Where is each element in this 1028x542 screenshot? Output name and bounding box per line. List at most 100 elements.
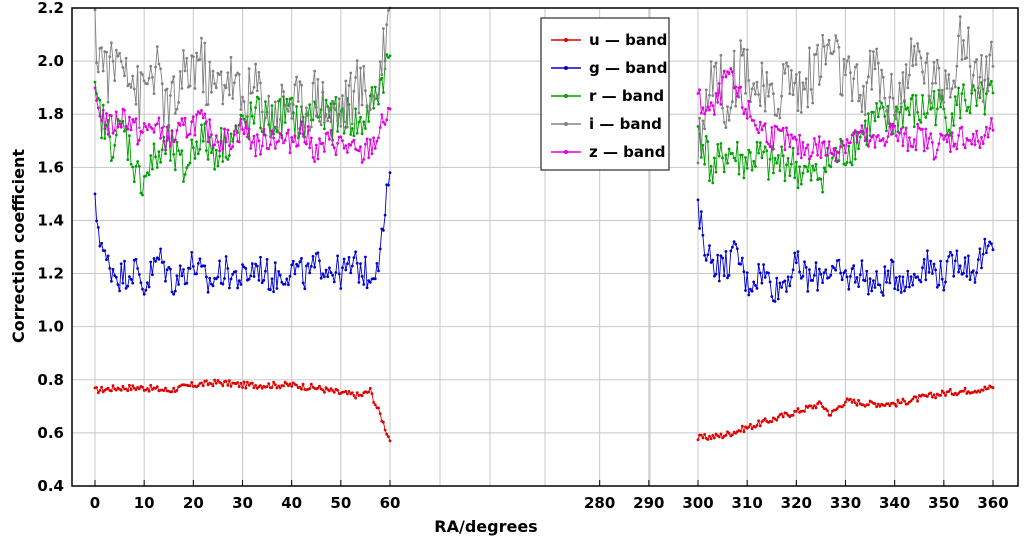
data-point — [328, 106, 331, 110]
data-point — [365, 137, 369, 141]
data-point — [745, 167, 749, 170]
data-point — [860, 124, 864, 127]
data-point — [903, 289, 906, 293]
data-point — [794, 261, 798, 265]
data-point — [953, 85, 957, 89]
legend-marker — [564, 66, 568, 70]
data-point — [141, 385, 144, 389]
data-point — [755, 424, 759, 427]
data-point — [757, 151, 760, 155]
data-point — [134, 165, 138, 168]
data-point — [814, 52, 818, 56]
data-point — [734, 104, 738, 108]
data-point — [696, 198, 700, 202]
data-point — [757, 263, 760, 266]
data-point — [267, 94, 271, 98]
data-point — [342, 131, 346, 135]
data-point — [865, 127, 869, 131]
data-point — [287, 109, 290, 113]
data-point — [837, 151, 841, 155]
data-point — [867, 112, 870, 115]
data-point — [957, 34, 960, 38]
data-point — [896, 398, 900, 402]
data-point — [162, 260, 166, 264]
data-point — [298, 131, 302, 135]
data-point — [349, 71, 353, 75]
data-point — [159, 67, 163, 71]
data-point — [714, 61, 718, 65]
data-point — [745, 48, 749, 52]
data-point — [336, 119, 339, 122]
data-point — [888, 281, 892, 285]
data-point — [973, 281, 977, 284]
data-point — [734, 85, 738, 89]
data-point — [778, 281, 782, 285]
data-point — [714, 92, 718, 95]
data-point — [188, 267, 192, 270]
data-point — [387, 435, 390, 438]
data-point — [272, 136, 275, 140]
data-point — [942, 100, 946, 104]
data-point — [178, 70, 182, 73]
data-point — [922, 112, 926, 116]
data-point — [894, 276, 898, 280]
data-point — [205, 149, 208, 152]
data-point — [187, 163, 190, 167]
data-point — [105, 112, 108, 115]
data-point — [106, 100, 110, 104]
data-point — [742, 112, 746, 116]
data-point — [932, 262, 936, 266]
data-point — [155, 385, 159, 388]
data-point — [947, 133, 951, 137]
data-point — [909, 399, 913, 403]
data-point — [985, 55, 988, 58]
data-point — [898, 275, 901, 278]
data-point — [205, 379, 208, 383]
data-point — [931, 395, 934, 399]
data-point — [273, 100, 277, 104]
data-point — [126, 284, 130, 288]
data-point — [373, 147, 377, 150]
data-point — [195, 272, 199, 276]
data-point — [790, 69, 793, 72]
data-point — [239, 117, 243, 121]
data-point — [114, 275, 118, 279]
data-point — [912, 272, 916, 276]
data-point — [973, 143, 977, 147]
data-point — [893, 287, 897, 290]
data-point — [152, 92, 156, 95]
data-point — [246, 380, 249, 384]
data-point — [840, 93, 844, 97]
data-point — [127, 82, 131, 86]
data-point — [945, 87, 949, 90]
data-point — [139, 191, 143, 195]
data-point — [706, 140, 710, 144]
data-point — [364, 255, 367, 259]
data-point — [334, 153, 338, 157]
data-point — [935, 107, 939, 111]
legend-item: r — band — [551, 87, 664, 105]
data-point — [272, 127, 275, 131]
legend-label: r — band — [589, 87, 664, 105]
data-point — [357, 111, 361, 115]
data-point — [793, 81, 797, 85]
data-point — [796, 250, 800, 254]
data-point — [870, 289, 874, 293]
data-point — [845, 161, 849, 164]
data-point — [383, 428, 387, 432]
data-point — [888, 122, 892, 125]
data-point — [283, 121, 287, 124]
data-point — [832, 50, 836, 53]
data-point — [141, 73, 144, 76]
data-point — [835, 407, 839, 410]
data-point — [154, 259, 158, 263]
data-point — [876, 402, 880, 406]
legend-marker — [564, 94, 568, 98]
data-point — [834, 159, 838, 163]
data-point — [123, 259, 126, 263]
data-point — [724, 126, 728, 129]
data-point — [288, 274, 292, 278]
data-point — [732, 156, 736, 160]
data-point — [811, 101, 815, 105]
data-point — [134, 388, 138, 392]
